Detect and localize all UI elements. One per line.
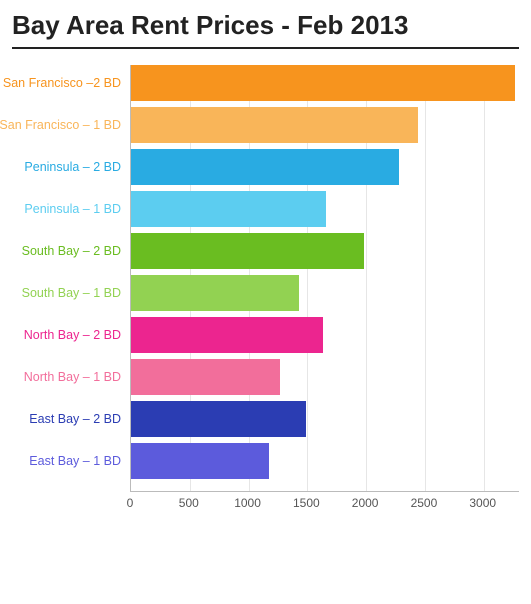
bar-label: Peninsula – 1 BD — [24, 191, 121, 227]
bar-label: South Bay – 2 BD — [22, 233, 121, 269]
rent-chart: San Francisco –2 BD San Francisco – 1 BD P… — [130, 65, 519, 514]
bar-label: North Bay – 2 BD — [24, 317, 121, 353]
bar-label: East Bay – 2 BD — [29, 401, 121, 437]
bar-label: South Bay – 1 BD — [22, 275, 121, 311]
bar-row: Peninsula – 2 BD — [131, 149, 519, 185]
bar-row: Peninsula – 1 BD — [131, 191, 519, 227]
bar — [131, 275, 299, 311]
x-tick: 1500 — [293, 496, 320, 510]
bar — [131, 359, 280, 395]
bar-row: South Bay – 1 BD — [131, 275, 519, 311]
x-tick: 1000 — [234, 496, 261, 510]
bar-row: San Francisco –2 BD — [131, 65, 519, 101]
bar-label: East Bay – 1 BD — [29, 443, 121, 479]
bar-label: North Bay – 1 BD — [24, 359, 121, 395]
bar — [131, 149, 399, 185]
x-tick: 3000 — [469, 496, 496, 510]
bar-row: East Bay – 2 BD — [131, 401, 519, 437]
bar-row: East Bay – 1 BD — [131, 443, 519, 479]
bar — [131, 233, 364, 269]
bar-row: North Bay – 1 BD — [131, 359, 519, 395]
x-tick: 2500 — [411, 496, 438, 510]
bar — [131, 107, 418, 143]
plot-area: San Francisco –2 BD San Francisco – 1 BD P… — [130, 65, 519, 492]
bar — [131, 443, 269, 479]
bar — [131, 191, 326, 227]
bar-label: San Francisco –2 BD — [3, 65, 121, 101]
bar-row: San Francisco – 1 BD — [131, 107, 519, 143]
bar-row: North Bay – 2 BD — [131, 317, 519, 353]
bar-label: San Francisco – 1 BD — [0, 107, 121, 143]
x-axis: 0 500 1000 1500 2000 2500 3000 — [130, 492, 518, 514]
x-tick: 2000 — [352, 496, 379, 510]
bar — [131, 65, 515, 101]
x-tick: 0 — [127, 496, 134, 510]
bar-label: Peninsula – 2 BD — [24, 149, 121, 185]
bar-row: South Bay – 2 BD — [131, 233, 519, 269]
bar — [131, 317, 323, 353]
bar — [131, 401, 306, 437]
x-tick: 500 — [179, 496, 199, 510]
page: Bay Area Rent Prices - Feb 2013 San Fran… — [0, 0, 531, 604]
page-title: Bay Area Rent Prices - Feb 2013 — [12, 10, 519, 49]
